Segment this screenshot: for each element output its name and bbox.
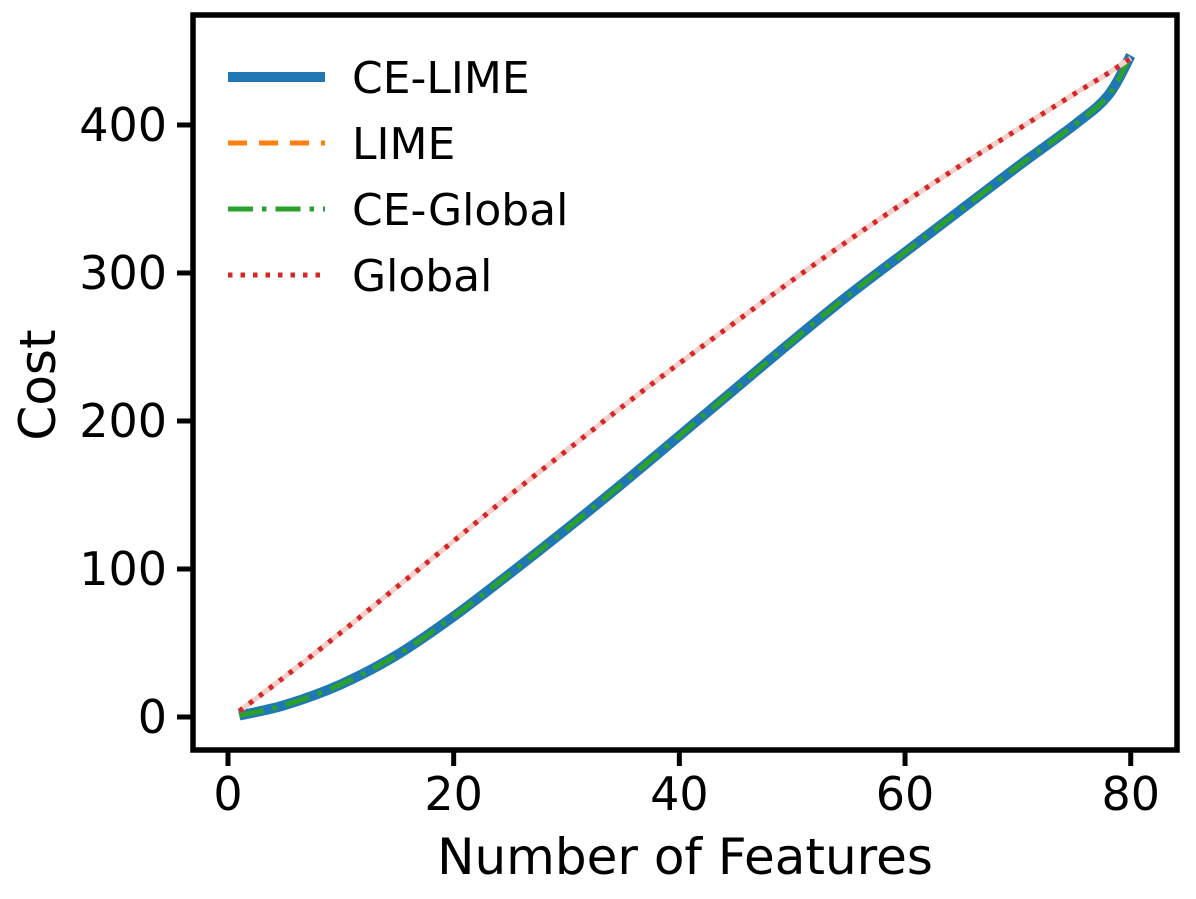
series-lines — [237, 52, 1136, 721]
x-axis-label: Number of Features — [437, 828, 933, 886]
legend-item: LIME — [228, 119, 455, 170]
legend-label: CE-Global — [352, 185, 568, 236]
plot-area — [193, 15, 1177, 750]
x-tick-label: 20 — [424, 767, 483, 821]
x-tick-label: 80 — [1101, 767, 1160, 821]
series-underlay-global — [237, 56, 1133, 714]
series-line-ce-global — [238, 54, 1133, 718]
legend-item: Global — [228, 251, 492, 302]
x-tick-label: 0 — [213, 767, 242, 821]
y-tick-label: 100 — [79, 542, 167, 596]
y-axis-label: Cost — [9, 329, 67, 440]
y-tick-label: 200 — [79, 394, 167, 448]
legend-label: Global — [352, 251, 492, 302]
legend-item: CE-Global — [228, 185, 568, 236]
legend-label: LIME — [352, 119, 455, 170]
x-tick-label: 60 — [876, 767, 935, 821]
legend-item: CE-LIME — [228, 53, 530, 104]
legend-label: CE-LIME — [352, 53, 530, 104]
y-tick-label: 400 — [79, 98, 167, 152]
y-tick-label: 300 — [79, 246, 167, 300]
y-tick-label: 0 — [138, 690, 167, 744]
x-axis-ticks: 0 20 40 60 80 — [213, 752, 1160, 821]
axes-box — [190, 12, 1180, 753]
x-tick-label: 40 — [650, 767, 709, 821]
y-axis-ticks: 0 100 200 300 400 — [79, 98, 191, 744]
legend: CE-LIME LIME CE-Global Global — [228, 53, 568, 302]
